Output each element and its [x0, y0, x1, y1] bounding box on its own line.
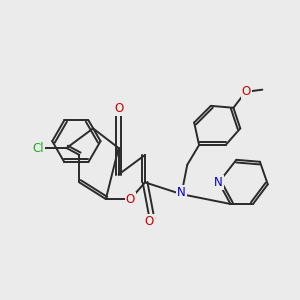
Text: N: N	[177, 186, 186, 199]
Text: O: O	[114, 102, 123, 115]
Text: O: O	[126, 193, 135, 206]
Text: O: O	[242, 85, 251, 98]
Text: Cl: Cl	[33, 142, 44, 154]
Text: O: O	[144, 215, 154, 228]
Text: N: N	[214, 176, 223, 189]
